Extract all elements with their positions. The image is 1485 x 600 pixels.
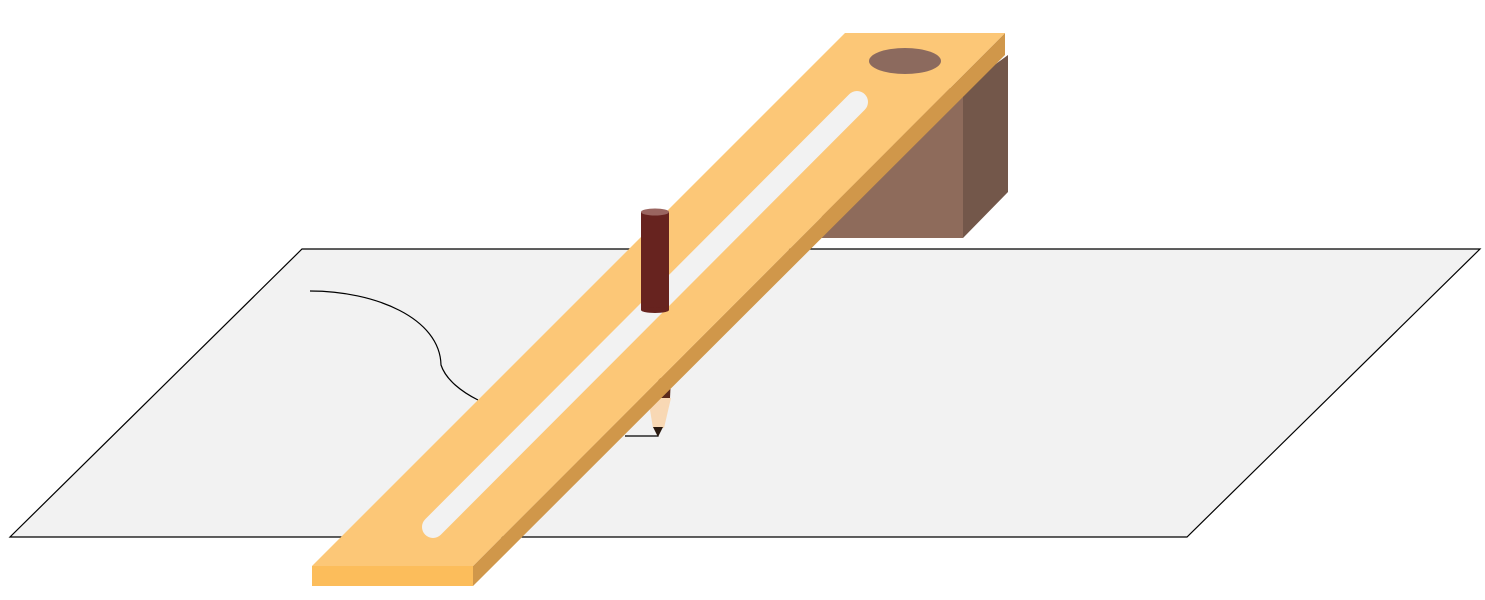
traced-curve xyxy=(309,290,479,401)
pencil-lead xyxy=(653,427,663,437)
guide-peg-body xyxy=(641,212,669,310)
arm-slot xyxy=(422,91,868,538)
guide-peg-bottom xyxy=(641,307,669,313)
support-block-side xyxy=(963,55,1008,238)
slotted-arm-end xyxy=(312,566,473,586)
slotted-arm-side xyxy=(473,33,1005,586)
paper-sheet xyxy=(8,248,1482,538)
guide-peg xyxy=(641,208,669,313)
pivot-hole xyxy=(869,48,941,74)
guide-peg-top xyxy=(641,208,669,216)
